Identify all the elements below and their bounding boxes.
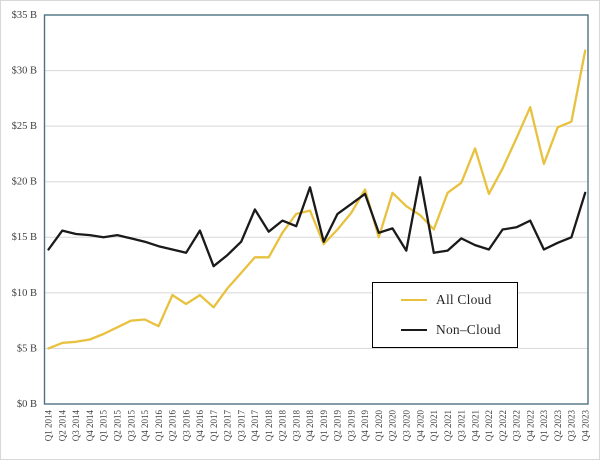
x-axis-label: Q1 2018 <box>264 410 274 442</box>
x-axis-label: Q3 2016 <box>181 410 191 442</box>
x-axis-label: Q2 2018 <box>278 410 288 442</box>
non-cloud-line <box>47 176 587 268</box>
x-axis-label: Q3 2018 <box>291 410 301 442</box>
x-axis-label: Q1 2023 <box>539 410 549 442</box>
y-axis-label: $15 B <box>12 232 37 243</box>
x-axis-label: Q4 2023 <box>580 410 590 442</box>
legend-item-all-cloud: All Cloud <box>401 286 517 314</box>
x-axis-label: Q4 2014 <box>85 410 95 442</box>
all-cloud-line-swatch <box>401 299 427 301</box>
x-axis-label: Q3 2023 <box>567 410 577 442</box>
y-axis-label: $0 B <box>17 399 37 410</box>
y-axis-label: $30 B <box>12 65 37 76</box>
x-axis-label: Q4 2018 <box>305 410 315 442</box>
all-cloud-line <box>47 49 587 350</box>
legend-label-non-cloud: Non–Cloud <box>436 322 501 337</box>
x-axis-label: Q4 2021 <box>470 410 480 441</box>
x-axis-label: Q1 2022 <box>484 410 494 441</box>
x-axis-label: Q1 2017 <box>209 410 219 442</box>
non-cloud-line-swatch <box>401 329 427 331</box>
x-axis-label: Q2 2019 <box>333 410 343 442</box>
x-axis-label: Q4 2020 <box>415 410 425 442</box>
y-axis-label: $25 B <box>12 121 37 132</box>
x-axis-label: Q1 2014 <box>44 410 54 442</box>
x-axis-label: Q4 2022 <box>525 410 535 441</box>
legend-item-non-cloud: Non–Cloud <box>401 316 517 344</box>
x-axis-label: Q2 2023 <box>553 410 563 442</box>
y-axis-label: $20 B <box>12 177 37 188</box>
x-axis-label: Q2 2020 <box>388 410 398 442</box>
legend: All Cloud Non–Cloud <box>372 282 518 348</box>
x-axis-label: Q1 2016 <box>154 410 164 442</box>
x-axis-label: Q1 2020 <box>374 410 384 442</box>
x-axis-label: Q4 2019 <box>360 410 370 442</box>
x-axis-label: Q1 2021 <box>429 410 439 441</box>
x-axis-label: Q2 2016 <box>168 410 178 442</box>
x-axis-label: Q1 2015 <box>99 410 109 442</box>
x-axis-label: Q4 2015 <box>140 410 150 442</box>
x-axis-label: Q3 2022 <box>512 410 522 441</box>
x-axis-label: Q3 2014 <box>71 410 81 442</box>
y-axis-label: $5 B <box>17 343 37 354</box>
x-axis-label: Q2 2021 <box>443 410 453 441</box>
x-axis-label: Q4 2017 <box>250 410 260 442</box>
x-axis-label: Q3 2015 <box>126 410 136 442</box>
plot-border <box>43 14 589 405</box>
x-axis-label: Q2 2017 <box>223 410 233 442</box>
x-axis-label: Q3 2017 <box>236 410 246 442</box>
x-axis-label: Q2 2022 <box>498 410 508 441</box>
y-axis-label: $35 B <box>12 10 37 21</box>
x-axis-label: Q4 2016 <box>195 410 205 442</box>
legend-label-all-cloud: All Cloud <box>436 292 492 307</box>
x-axis-label: Q3 2021 <box>457 410 467 441</box>
x-axis-label: Q3 2020 <box>402 410 412 442</box>
y-axis-label: $10 B <box>12 288 37 299</box>
x-axis-label: Q2 2015 <box>113 410 123 442</box>
x-axis-label: Q2 2014 <box>57 410 67 442</box>
x-axis-label: Q3 2019 <box>346 410 356 442</box>
x-axis-label: Q1 2019 <box>319 410 329 442</box>
